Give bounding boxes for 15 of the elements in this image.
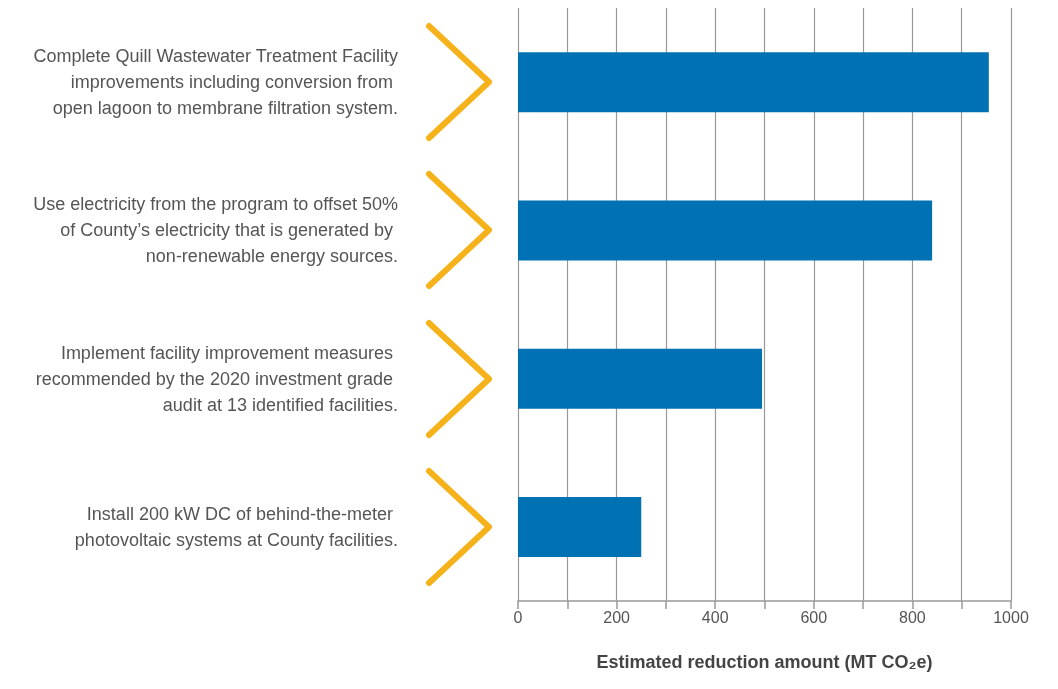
- x-tick-label: 0: [513, 608, 523, 626]
- y-tick-label: Install 200 kW DC of behind-the-meter photovoltaic systems at County facilities.: [74, 503, 398, 550]
- y-tick-label: Use electricity from the program to offset 50% of County’s electricity that is generated by non-renewable energy sources.: [33, 194, 398, 267]
- y-tick-label: Complete Quill Wastewater Treatment Facility improvements including conversion from open lagoon to membrane filtration system.: [33, 46, 398, 119]
- x-axis-title: Estimated reduction amount (MT CO₂e): [596, 652, 933, 672]
- x-tick-label: 200: [603, 608, 631, 626]
- x-tick-label: 800: [899, 608, 926, 626]
- bar: [518, 496, 642, 557]
- bar: [518, 348, 763, 409]
- x-tick-label: 1000: [993, 608, 1029, 626]
- x-tick-label: 400: [701, 608, 729, 626]
- y-tick-label: Implement facility improvement measures recommended by the 2020 investment grade audit at 13 identified facilities.: [35, 342, 398, 415]
- bar: [518, 200, 933, 261]
- bar: [518, 52, 989, 113]
- x-tick-label: 600: [800, 608, 828, 626]
